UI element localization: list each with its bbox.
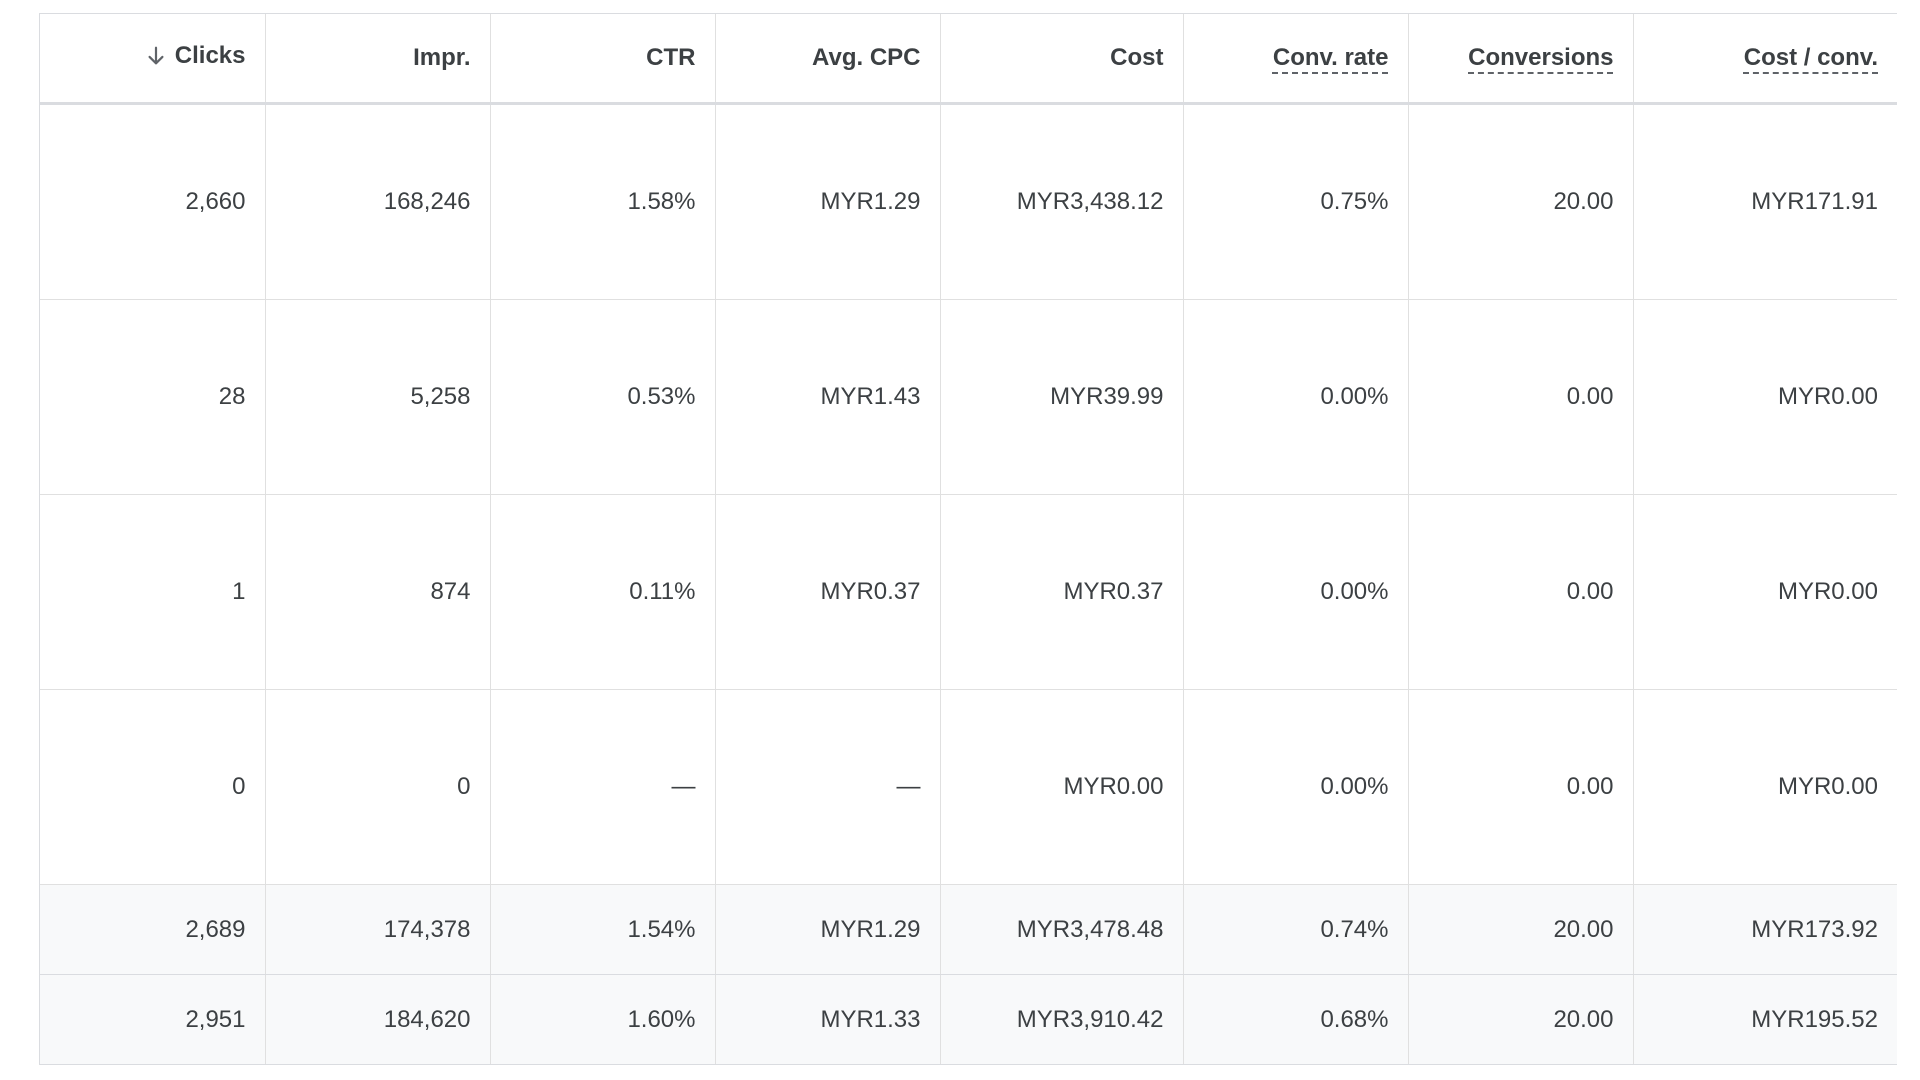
cell-cost: MYR0.37	[940, 494, 1184, 690]
cell-conversions: 0.00	[1408, 494, 1634, 690]
cell-avg-cpc: MYR1.33	[715, 974, 941, 1064]
cell-avg-cpc: MYR1.43	[715, 299, 941, 495]
column-header-avg-cpc[interactable]: Avg. CPC	[715, 14, 941, 105]
cell-ctr: 0.11%	[490, 494, 716, 690]
column-header-impressions[interactable]: Impr.	[265, 14, 491, 105]
column-header-label: CTR	[646, 44, 696, 71]
cell-cost: MYR0.00	[940, 689, 1184, 885]
performance-table-container: Clicks Impr. CTR Avg. CPC Cost Conv. rat…	[39, 13, 1897, 1065]
cell-ctr: 1.54%	[490, 884, 716, 975]
cell-cost-per-conv: MYR195.52	[1633, 974, 1897, 1064]
cell-clicks: 2,951	[40, 974, 266, 1064]
cell-cost-per-conv: MYR171.91	[1633, 103, 1897, 300]
table-row: 2,660 168,246 1.58% MYR1.29 MYR3,438.12 …	[40, 103, 1897, 300]
column-header-label: Cost	[1110, 44, 1164, 71]
table-header-row: Clicks Impr. CTR Avg. CPC Cost Conv. rat…	[40, 14, 1897, 105]
cell-ctr: —	[490, 689, 716, 885]
cell-cost-per-conv: MYR0.00	[1633, 299, 1897, 495]
cell-cost-per-conv: MYR173.92	[1633, 884, 1897, 975]
column-header-label: Conv. rate	[1272, 44, 1389, 71]
arrow-down-icon	[148, 46, 164, 64]
column-header-ctr[interactable]: CTR	[490, 14, 716, 105]
cell-conv-rate: 0.00%	[1183, 689, 1409, 885]
cell-conv-rate: 0.00%	[1183, 299, 1409, 495]
cell-impressions: 184,620	[265, 974, 491, 1064]
table-row: 28 5,258 0.53% MYR1.43 MYR39.99 0.00% 0.…	[40, 299, 1897, 495]
cell-conv-rate: 0.00%	[1183, 494, 1409, 690]
cell-ctr: 1.58%	[490, 103, 716, 300]
cell-clicks: 2,689	[40, 884, 266, 975]
column-header-conversions[interactable]: Conversions	[1408, 14, 1634, 105]
performance-table: Clicks Impr. CTR Avg. CPC Cost Conv. rat…	[40, 14, 1897, 1064]
cell-cost-per-conv: MYR0.00	[1633, 494, 1897, 690]
column-header-label: Clicks	[174, 41, 246, 69]
column-header-cost-per-conv[interactable]: Cost / conv.	[1633, 14, 1897, 105]
table-row: 1 874 0.11% MYR0.37 MYR0.37 0.00% 0.00 M…	[40, 494, 1897, 690]
cell-impressions: 174,378	[265, 884, 491, 975]
cell-conv-rate: 0.68%	[1183, 974, 1409, 1064]
cell-conversions: 20.00	[1408, 103, 1634, 300]
column-header-label: Impr.	[413, 44, 471, 71]
cell-conversions: 20.00	[1408, 974, 1634, 1064]
cell-conv-rate: 0.74%	[1183, 884, 1409, 975]
cell-conv-rate: 0.75%	[1183, 103, 1409, 300]
cell-avg-cpc: MYR1.29	[715, 103, 941, 300]
cell-avg-cpc: MYR1.29	[715, 884, 941, 975]
cell-ctr: 0.53%	[490, 299, 716, 495]
cell-clicks: 28	[40, 299, 266, 495]
cell-cost: MYR3,478.48	[940, 884, 1184, 975]
cell-cost-per-conv: MYR0.00	[1633, 689, 1897, 885]
cell-impressions: 168,246	[265, 103, 491, 300]
cell-cost: MYR3,438.12	[940, 103, 1184, 300]
column-header-label: Avg. CPC	[812, 44, 921, 71]
column-header-clicks[interactable]: Clicks	[40, 14, 266, 105]
cell-conversions: 0.00	[1408, 299, 1634, 495]
cell-ctr: 1.60%	[490, 974, 716, 1064]
cell-cost: MYR3,910.42	[940, 974, 1184, 1064]
cell-cost: MYR39.99	[940, 299, 1184, 495]
total-row: 2,689 174,378 1.54% MYR1.29 MYR3,478.48 …	[40, 884, 1897, 975]
column-header-cost[interactable]: Cost	[940, 14, 1184, 105]
cell-impressions: 0	[265, 689, 491, 885]
cell-conversions: 0.00	[1408, 689, 1634, 885]
cell-avg-cpc: MYR0.37	[715, 494, 941, 690]
cell-clicks: 0	[40, 689, 266, 885]
cell-avg-cpc: —	[715, 689, 941, 885]
column-header-label: Cost / conv.	[1743, 44, 1878, 71]
cell-impressions: 874	[265, 494, 491, 690]
cell-impressions: 5,258	[265, 299, 491, 495]
column-header-label: Conversions	[1468, 44, 1614, 71]
column-header-conv-rate[interactable]: Conv. rate	[1183, 14, 1409, 105]
table-row: 0 0 — — MYR0.00 0.00% 0.00 MYR0.00	[40, 689, 1897, 885]
cell-clicks: 2,660	[40, 103, 266, 300]
total-row: 2,951 184,620 1.60% MYR1.33 MYR3,910.42 …	[40, 974, 1897, 1064]
cell-clicks: 1	[40, 494, 266, 690]
cell-conversions: 20.00	[1408, 884, 1634, 975]
